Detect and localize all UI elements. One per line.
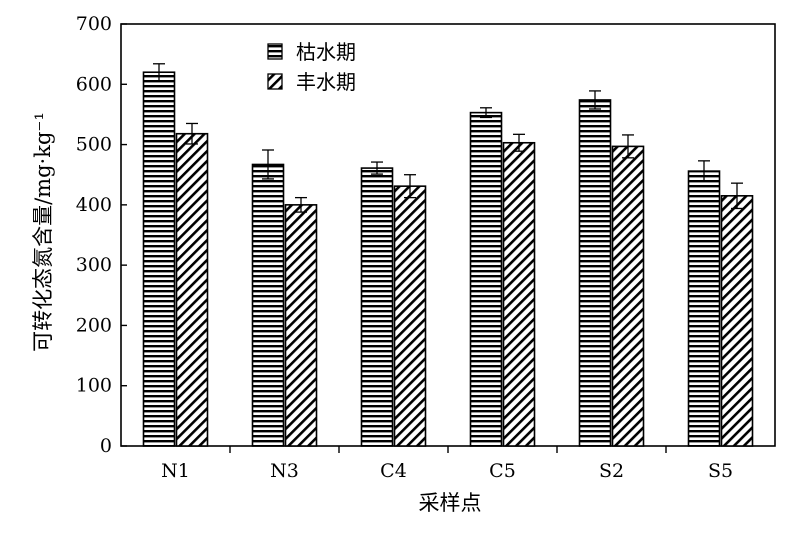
x-axis-title: 采样点 bbox=[419, 491, 482, 515]
y-tick-label: 500 bbox=[76, 134, 112, 156]
bar bbox=[251, 163, 285, 447]
bar bbox=[720, 195, 754, 447]
x-tick-label: N3 bbox=[270, 460, 299, 482]
y-tick-label: 100 bbox=[76, 375, 112, 397]
legend-label: 枯水期 bbox=[296, 40, 356, 64]
y-tick-label: 0 bbox=[100, 435, 112, 457]
y-axis-title: 可转化态氮含量/mg·kg⁻¹ bbox=[31, 112, 55, 352]
bar bbox=[578, 99, 612, 447]
x-tick-label: S2 bbox=[599, 460, 624, 482]
y-tick-label: 600 bbox=[76, 73, 112, 95]
bar bbox=[687, 170, 721, 447]
legend-swatch bbox=[267, 43, 283, 60]
x-tick-label: N1 bbox=[161, 460, 190, 482]
plot-frame bbox=[120, 23, 776, 447]
bar bbox=[284, 204, 318, 447]
y-tick-label: 400 bbox=[76, 194, 112, 216]
x-tick-label: C4 bbox=[380, 460, 407, 482]
legend-label: 丰水期 bbox=[296, 70, 356, 94]
bar bbox=[469, 111, 503, 447]
legend-swatch bbox=[267, 73, 283, 90]
bar bbox=[175, 132, 209, 447]
y-tick-label: 700 bbox=[76, 13, 112, 35]
x-tick-label: C5 bbox=[489, 460, 516, 482]
x-tick-label: S5 bbox=[708, 460, 733, 482]
y-tick-label: 200 bbox=[76, 314, 112, 336]
y-tick-label: 300 bbox=[76, 254, 112, 276]
bar bbox=[393, 185, 427, 447]
bar bbox=[142, 71, 176, 447]
bar bbox=[360, 167, 394, 447]
bar bbox=[502, 141, 536, 447]
bar bbox=[611, 145, 645, 447]
